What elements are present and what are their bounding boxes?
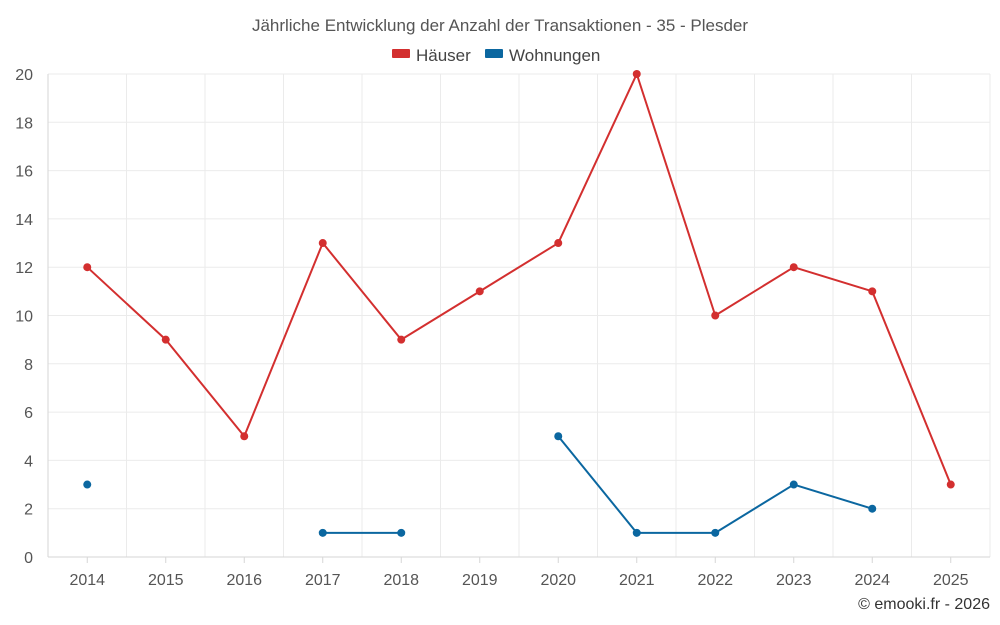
x-tick-label-2019: 2019	[462, 572, 498, 589]
y-tick-label: 18	[15, 115, 33, 132]
y-tick-label: 14	[15, 212, 33, 229]
y-tick-label: 8	[24, 357, 33, 374]
y-tick-label: 4	[24, 453, 33, 470]
data-point-wohnungen-2021[interactable]	[632, 528, 641, 537]
data-point-wohnungen-2014[interactable]	[83, 480, 92, 489]
data-point-wohnungen-2023[interactable]	[789, 480, 798, 489]
y-tick-label: 20	[15, 67, 33, 84]
x-tick-label-2015: 2015	[148, 572, 184, 589]
x-tick-label-2017: 2017	[305, 572, 341, 589]
x-tick-label-2022: 2022	[697, 572, 733, 589]
data-point-haeuser-2025[interactable]	[946, 480, 955, 489]
data-point-haeuser-2018[interactable]	[397, 335, 406, 344]
legend-label-haeuser[interactable]: Häuser	[416, 46, 471, 65]
data-point-wohnungen-2024[interactable]	[868, 504, 877, 513]
data-point-haeuser-2020[interactable]	[554, 239, 563, 248]
legend-swatch-haeuser	[392, 49, 410, 58]
x-tick-label-2025: 2025	[933, 572, 969, 589]
series-layer	[83, 70, 955, 537]
y-tick-label: 2	[24, 502, 33, 519]
y-tick-label: 16	[15, 164, 33, 181]
y-tick-label: 10	[15, 309, 33, 326]
series-line-haeuser	[86, 73, 952, 485]
data-point-haeuser-2023[interactable]	[789, 263, 798, 272]
y-axis: 0 2 4 6 8 10 12 14 16 18 20	[15, 67, 49, 567]
y-tick-label: 0	[24, 550, 33, 567]
data-point-wohnungen-2017[interactable]	[318, 528, 327, 537]
x-axis: 2014 2015 2016 2017 2018 2019 2020 2021 2022 2023…	[48, 556, 990, 589]
data-point-wohnungen-2018[interactable]	[397, 528, 406, 537]
x-tick-label-2024: 2024	[854, 572, 890, 589]
series-wohnungen	[83, 432, 877, 537]
chart-title: Jährliche Entwicklung der Anzahl der Tra…	[252, 16, 748, 35]
x-tick-label-2020: 2020	[540, 572, 576, 589]
data-point-haeuser-2022[interactable]	[711, 311, 720, 320]
series-haeuser	[83, 70, 955, 489]
data-point-haeuser-2015[interactable]	[161, 335, 170, 344]
legend-swatch-wohnungen	[485, 49, 503, 58]
data-point-haeuser-2024[interactable]	[868, 287, 877, 296]
data-point-wohnungen-2022[interactable]	[711, 528, 720, 537]
data-point-haeuser-2021[interactable]	[632, 70, 641, 78]
x-tick-label-2023: 2023	[776, 572, 812, 589]
data-point-haeuser-2017[interactable]	[318, 239, 327, 248]
x-tick-label-2016: 2016	[226, 572, 262, 589]
legend-label-wohnungen[interactable]: Wohnungen	[509, 46, 600, 65]
x-tick-label-2014: 2014	[69, 572, 105, 589]
y-tick-label: 12	[15, 260, 33, 277]
y-tick-label: 6	[24, 405, 33, 422]
data-point-haeuser-2016[interactable]	[240, 432, 249, 441]
data-point-haeuser-2019[interactable]	[475, 287, 484, 296]
data-point-wohnungen-2020[interactable]	[554, 432, 563, 441]
credit-text: © emooki.fr - 2026	[858, 596, 990, 613]
series-line-wohnungen	[557, 435, 873, 534]
x-tick-label-2021: 2021	[619, 572, 655, 589]
data-point-haeuser-2014[interactable]	[83, 263, 92, 272]
legend: Häuser Wohnungen	[392, 46, 600, 65]
x-tick-label-2018: 2018	[383, 572, 419, 589]
